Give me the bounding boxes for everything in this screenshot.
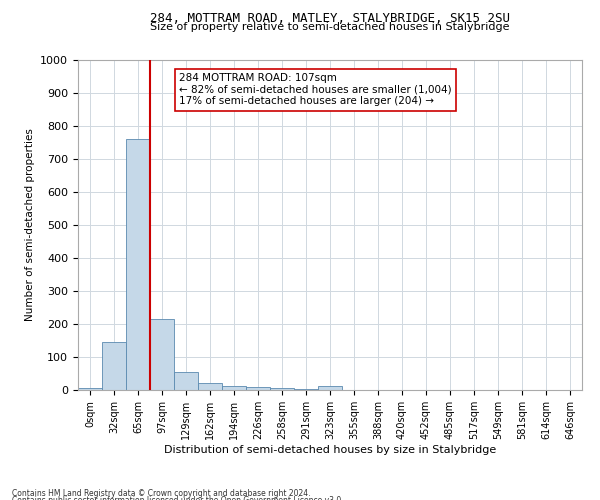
Text: Size of property relative to semi-detached houses in Stalybridge: Size of property relative to semi-detach… — [150, 22, 510, 32]
Bar — [246, 388, 270, 390]
Bar — [150, 319, 174, 390]
X-axis label: Distribution of semi-detached houses by size in Stalybridge: Distribution of semi-detached houses by … — [164, 444, 496, 454]
Bar — [198, 382, 222, 390]
Bar — [102, 342, 126, 390]
Y-axis label: Number of semi-detached properties: Number of semi-detached properties — [25, 128, 35, 322]
Bar — [78, 388, 102, 390]
Text: Contains HM Land Registry data © Crown copyright and database right 2024.: Contains HM Land Registry data © Crown c… — [12, 488, 311, 498]
Bar — [126, 139, 150, 390]
Bar — [318, 386, 342, 390]
Bar — [270, 388, 294, 390]
Text: 284, MOTTRAM ROAD, MATLEY, STALYBRIDGE, SK15 2SU: 284, MOTTRAM ROAD, MATLEY, STALYBRIDGE, … — [150, 12, 510, 26]
Text: 284 MOTTRAM ROAD: 107sqm
← 82% of semi-detached houses are smaller (1,004)
17% o: 284 MOTTRAM ROAD: 107sqm ← 82% of semi-d… — [179, 73, 451, 106]
Bar — [294, 389, 318, 390]
Bar — [222, 386, 246, 390]
Text: Contains public sector information licensed under the Open Government Licence v3: Contains public sector information licen… — [12, 496, 344, 500]
Bar — [174, 372, 198, 390]
